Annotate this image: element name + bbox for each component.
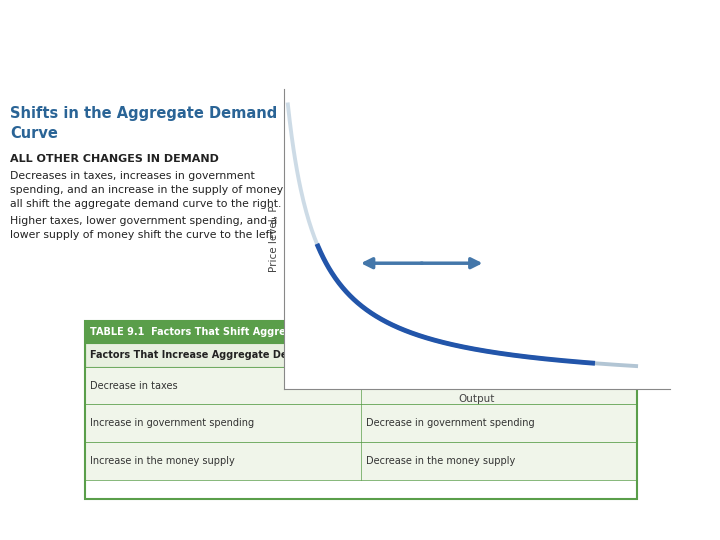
Y-axis label: Price level, P: Price level, P [269, 206, 279, 272]
Text: (6 of 10): (6 of 10) [120, 62, 184, 75]
Text: PEARSON: PEARSON [611, 511, 707, 529]
Text: ALL OTHER CHANGES IN DEMAND: ALL OTHER CHANGES IN DEMAND [10, 154, 219, 164]
Bar [85, 321, 637, 343]
Text: DEMAND: DEMAND [13, 62, 112, 80]
Text: Increase in government spending: Increase in government spending [90, 418, 254, 428]
Text: Factors That Increase Aggregate Demand: Factors That Increase Aggregate Demand [90, 350, 318, 360]
Text: Increase in taxes: Increase in taxes [366, 381, 449, 390]
Text: Copyright © 2017, 2015, 2012 Pearson Education, Inc. All Rights Reserved: Copyright © 2017, 2015, 2012 Pearson Edu… [13, 515, 387, 525]
Text: ▲ FIGURE 9.2   Shifting Aggregate Demand: ▲ FIGURE 9.2 Shifting Aggregate Demand [290, 316, 485, 325]
Text: Decrease in taxes: Decrease in taxes [90, 381, 178, 390]
Text: Decrease in the money supply: Decrease in the money supply [366, 456, 516, 466]
Text: Factors That Decrease Aggregate Demand: Factors That Decrease Aggregate Demand [366, 350, 598, 360]
Text: Decreases in taxes, increases in government
spending, and an increase in the sup: Decreases in taxes, increases in governm… [10, 171, 283, 209]
Text: TABLE 9.1  Factors That Shift Aggregate Demand: TABLE 9.1 Factors That Shift Aggregate D… [90, 327, 359, 337]
Text: 9.2 UNDERSTANDING AGGREGATE: 9.2 UNDERSTANDING AGGREGATE [13, 18, 395, 37]
Text: Curve: Curve [10, 126, 58, 141]
Text: Increase in the money supply: Increase in the money supply [90, 456, 235, 466]
Bar [85, 343, 637, 367]
Text: Decrease in government spending: Decrease in government spending [366, 418, 535, 428]
Text: Shifts in the Aggregate Demand: Shifts in the Aggregate Demand [10, 106, 277, 121]
Text: Higher taxes, lower government spending, and a
lower supply of money shift the c: Higher taxes, lower government spending,… [10, 216, 277, 240]
X-axis label: Output: Output [459, 394, 495, 404]
Bar [85, 321, 637, 498]
Bar [85, 442, 637, 480]
Bar [85, 367, 637, 404]
Bar [85, 404, 637, 442]
